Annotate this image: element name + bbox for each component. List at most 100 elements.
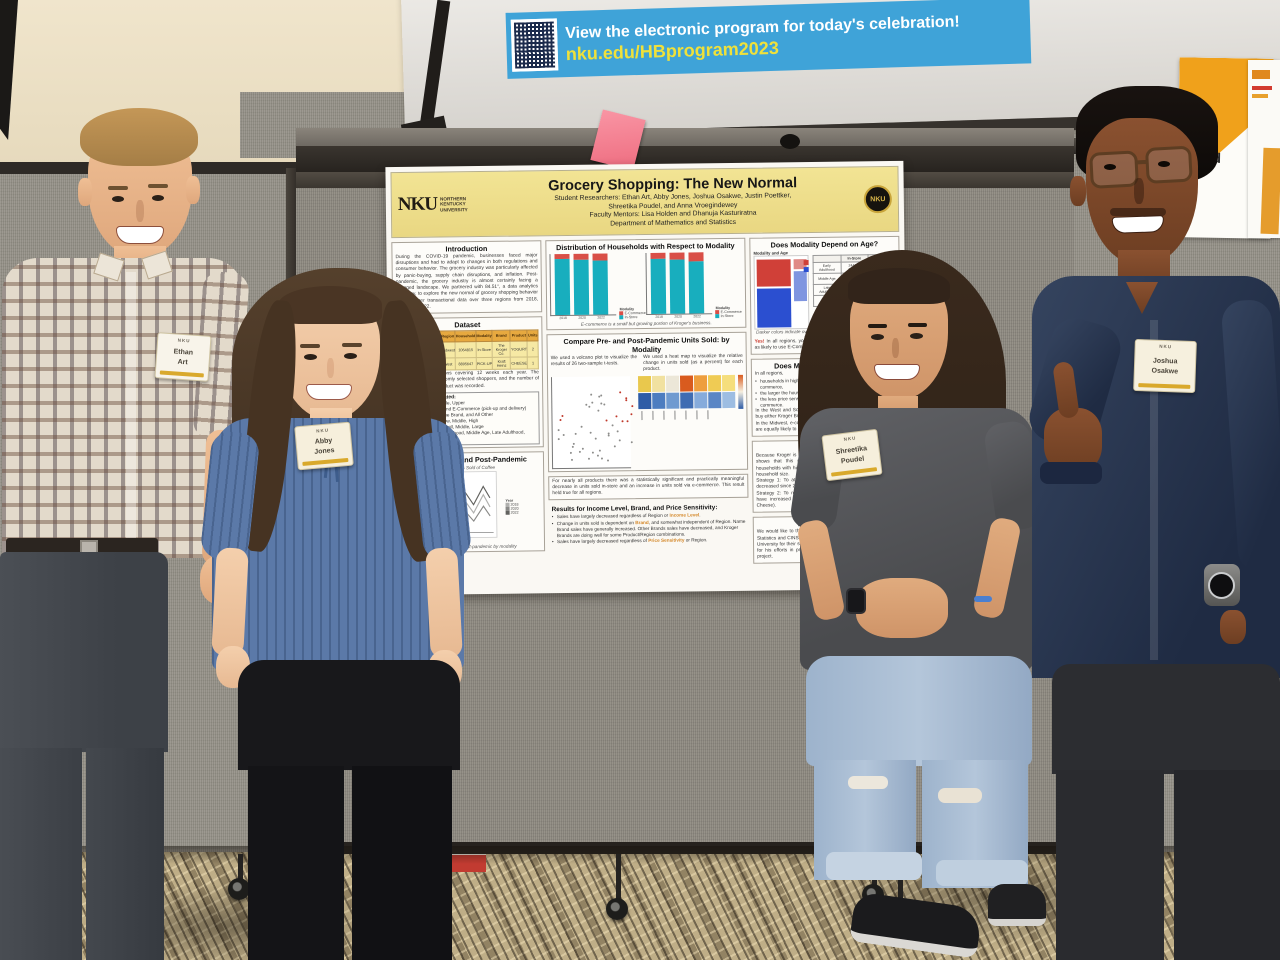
dataset-col: Month bbox=[418, 331, 431, 343]
heatmap-cell bbox=[679, 375, 694, 392]
caster-wheel bbox=[606, 898, 628, 920]
heatmap bbox=[637, 374, 744, 420]
dataset-note: ~25 million transactions covering 12 wee… bbox=[396, 370, 540, 390]
dataset-col: Region bbox=[440, 330, 456, 343]
distribution-heading: Distribution of Households with Respect … bbox=[556, 240, 735, 253]
poster-section-acknowledgment: Acknowledgment We would like to thank bo… bbox=[752, 515, 904, 565]
caster-stem bbox=[616, 854, 621, 902]
age-table: In-Store E-commerce Early Adulthood 24434… bbox=[812, 254, 896, 307]
side-card-mark bbox=[1252, 86, 1272, 90]
mosaic-plot bbox=[753, 255, 810, 330]
dataset-col: Brand bbox=[492, 330, 511, 342]
modality2-bullet: the less price sensitive households were… bbox=[755, 395, 897, 409]
poster-section-prepost: Compare Pre- and Post-Pandemic Total Uni… bbox=[393, 450, 546, 553]
heatmap-cell bbox=[680, 392, 694, 409]
conclusion-strategy2: Strategy 2: To retain Kroger customers, … bbox=[756, 489, 899, 509]
coffee-line-chart bbox=[403, 470, 498, 539]
modality2-heading: Does Modality Depend on … ? bbox=[774, 360, 878, 371]
poster-columns: Introduction During the COVID-19 pandemi… bbox=[391, 235, 904, 586]
caster-wheel bbox=[888, 908, 910, 930]
poster-section-age: Does Modality Depend on Age? Modality an… bbox=[749, 235, 901, 356]
nku-logo: NKU NORTHERN KENTUCKY UNIVERSITY bbox=[398, 193, 482, 216]
distribution-charts: 2018 2020 2022 Modality E-Commerce In-Stor… bbox=[549, 252, 742, 320]
heatmap-cell bbox=[637, 376, 652, 393]
heatmap-cell bbox=[666, 392, 680, 409]
table-row: 15 APRIL 2022 Midwest 1064815 In-Store The … bbox=[397, 340, 539, 359]
ack-body: We would like to thank both the Departme… bbox=[756, 528, 900, 560]
poster-section-distribution: Distribution of Households with Respect … bbox=[545, 237, 747, 331]
dataset-variables-box: Variables were created: Income Level: Mi… bbox=[397, 391, 540, 446]
dataset-table: Calendar Week Month Year Region Househol… bbox=[396, 329, 539, 371]
income-bullet: Sales have largely decreased regardless … bbox=[552, 537, 746, 545]
poster-section-result: For nearly all products there was a stat… bbox=[548, 473, 749, 501]
heatmap-cell bbox=[638, 393, 652, 410]
poster-section-conclusion: Conclusion Because Kroger is investing h… bbox=[751, 439, 903, 514]
nku-seal-icon: NKU bbox=[863, 184, 893, 214]
conclusion-body: Because Kroger is investing heavily in e… bbox=[755, 452, 899, 478]
modality2-extra2: In the Midwest, e-commerce households fa… bbox=[755, 419, 898, 433]
poster-heading-block: Grocery Shopping: The New Normal Student… bbox=[488, 173, 859, 230]
poster-title-band: NKU NORTHERN KENTUCKY UNIVERSITY Grocery… bbox=[390, 165, 900, 239]
distribution-chart-1: 2018 2020 2022 Modality E-Commerce In-Stor… bbox=[549, 253, 646, 320]
table-row: 22 MAY 2022 West 8895647 PICK-UP Kraft Hein… bbox=[397, 356, 539, 371]
dataset-col: Calendar Week bbox=[396, 331, 419, 343]
intro-body: During the COVID-19 pandemic, businesses… bbox=[395, 253, 539, 310]
poster-col-left: Introduction During the COVID-19 pandemi… bbox=[391, 240, 546, 586]
nku-logo-line3: UNIVERSITY bbox=[440, 206, 468, 213]
board-top-rail-1 bbox=[296, 128, 1074, 146]
partition-left-rail bbox=[0, 162, 300, 174]
volcano-plot bbox=[550, 375, 634, 469]
compare-heading: Compare Pre- and Post-Pandemic Units Sol… bbox=[563, 334, 730, 355]
dataset-col: Year bbox=[430, 331, 441, 343]
legend-entry: 2022 bbox=[505, 510, 519, 515]
program-banner: View the electronic program for today's … bbox=[505, 0, 1032, 79]
distribution-chart-2: 2018 2020 2022 Modality E-Commerce In-Stor… bbox=[645, 252, 742, 319]
prepost-legend: Year 2018 2020 2022 bbox=[505, 498, 519, 515]
banner-text: View the electronic program for today's … bbox=[565, 12, 961, 65]
poster-section-dataset: Dataset Calendar Week Month Year Region … bbox=[392, 316, 544, 449]
heatmap-colorbar bbox=[737, 374, 744, 409]
heatmap-cell bbox=[708, 392, 722, 409]
heatmap-cell bbox=[651, 375, 666, 393]
table-row: Elder 192043 (90.6%) 19805 (9.4%) bbox=[813, 294, 896, 307]
poster-col-right: Does Modality Depend on Age? Modality an… bbox=[749, 235, 904, 582]
partition-left bbox=[0, 168, 300, 852]
dataset-col: Modality bbox=[475, 330, 493, 342]
nku-logo-line1: NORTHERN bbox=[439, 195, 467, 202]
dataset-col: Units bbox=[527, 329, 539, 342]
poster-section-compare: Compare Pre- and Post-Pandemic Units Sol… bbox=[546, 331, 749, 472]
heatmap-cell bbox=[722, 392, 736, 409]
nku-logo-name: NORTHERN KENTUCKY UNIVERSITY bbox=[440, 196, 468, 213]
heatmap-cell bbox=[694, 392, 708, 409]
poster-col-middle: Distribution of Households with Respect … bbox=[545, 237, 750, 584]
poster-section-income: Results for Income Level, Brand, and Pri… bbox=[549, 502, 750, 547]
nku-logo-line2: KENTUCKY bbox=[440, 201, 466, 207]
dataset-heading: Dataset bbox=[454, 320, 481, 330]
intro-heading: Introduction bbox=[445, 243, 488, 254]
side-tab bbox=[1260, 147, 1280, 235]
heatmap-cell bbox=[707, 375, 722, 392]
heatmap-cell bbox=[665, 375, 680, 392]
board-clip bbox=[780, 134, 800, 149]
distribution-legend: Modality E-Commerce In-Store bbox=[619, 307, 646, 320]
variable-item: Age Group: Early Adulthood, Middle Age, … bbox=[401, 430, 537, 444]
side-card-mark bbox=[1252, 94, 1268, 98]
compare-result: For nearly all products there was a stat… bbox=[552, 476, 745, 497]
distribution-caption: E-commerce is a small but growing portio… bbox=[580, 320, 712, 327]
dataset-col: Household bbox=[455, 330, 476, 342]
poster-section-introduction: Introduction During the COVID-19 pandemi… bbox=[391, 240, 543, 315]
heatmap-cell bbox=[652, 392, 666, 410]
heatmap-note: We used a heat map to visualize the rela… bbox=[643, 353, 743, 373]
caster-wheel bbox=[862, 884, 884, 906]
qr-code-icon bbox=[510, 18, 559, 72]
distribution-legend: Modality E-Commerce In-Store bbox=[715, 305, 742, 319]
heatmap-ticks bbox=[641, 409, 743, 420]
nku-logo-abbr: NKU bbox=[397, 193, 438, 216]
income-bullet: Change in units sold is dependent on Bra… bbox=[552, 518, 746, 539]
poster-section-modality2: Does Modality Depend on … ? In all regio… bbox=[750, 357, 902, 437]
caster-stem bbox=[898, 860, 903, 912]
side-card-mark bbox=[1252, 70, 1270, 79]
heatmap-cell bbox=[693, 375, 708, 392]
age-heading: Does Modality Depend on Age? bbox=[770, 239, 879, 250]
